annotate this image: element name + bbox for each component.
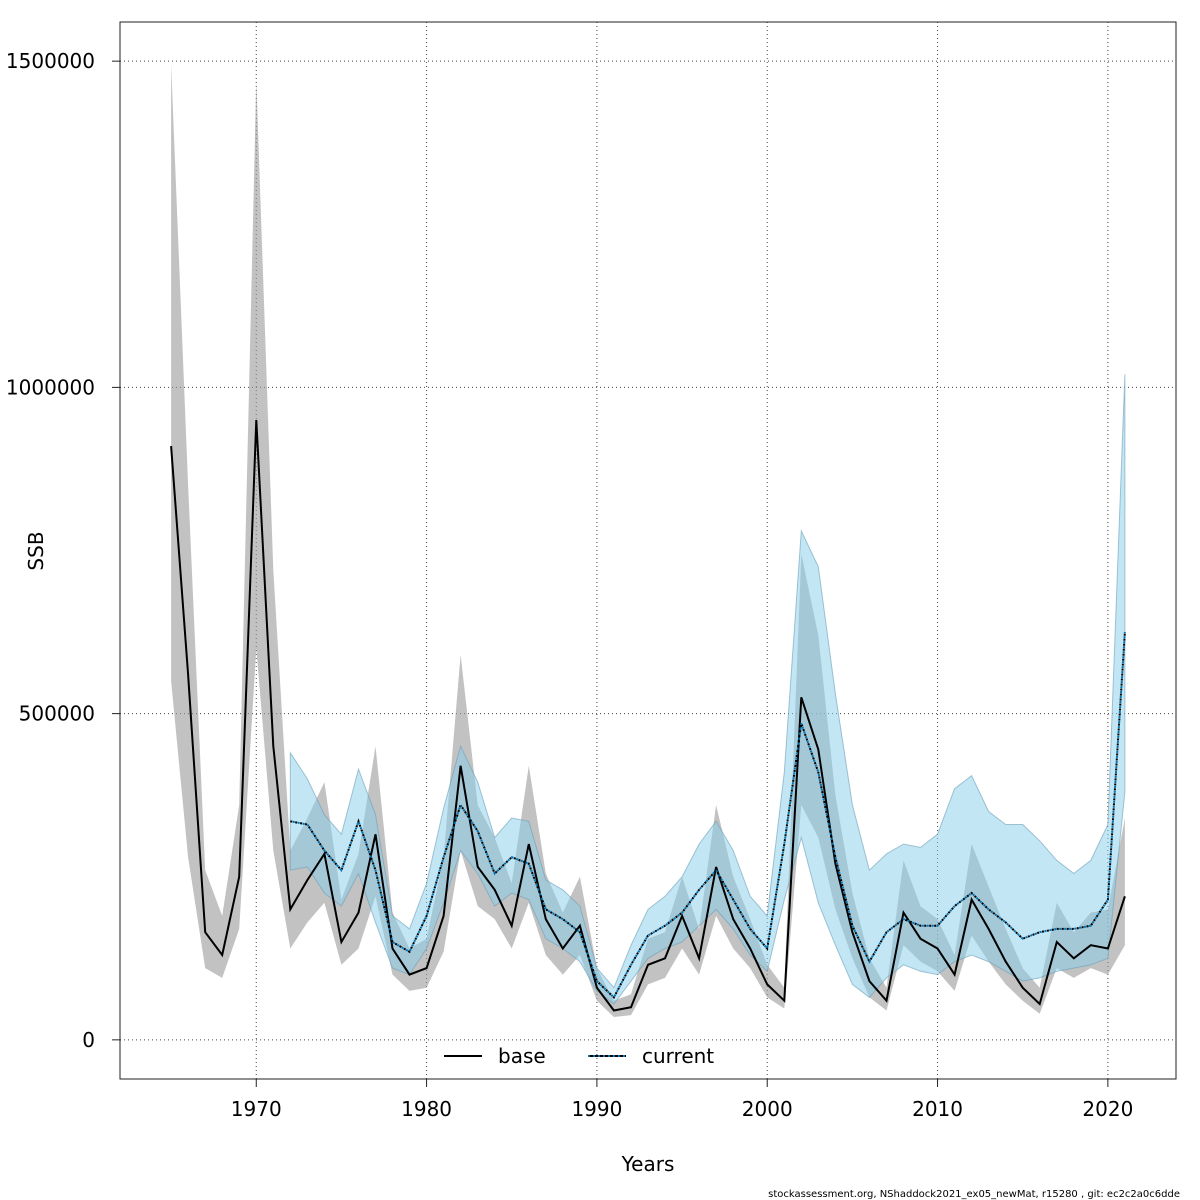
- y-axis-label: SSB: [24, 531, 48, 570]
- legend-base-label: base: [498, 1044, 546, 1068]
- current-confidence-band: [289, 374, 1126, 1005]
- x-tick-label: 2020: [1082, 1097, 1133, 1121]
- x-tick-label: 1990: [571, 1097, 622, 1121]
- x-axis: 1970 1980 1990 2000 2010 2020: [231, 1079, 1133, 1121]
- y-tick-label: 1500000: [6, 49, 95, 73]
- x-tick-label: 2010: [912, 1097, 963, 1121]
- grid-lines: [120, 22, 1176, 1079]
- x-axis-label: Years: [621, 1152, 675, 1176]
- plot-frame: [119, 21, 1177, 1080]
- series-lines: [170, 419, 1126, 1012]
- base-line: [170, 419, 1126, 1012]
- legend-current-label: current: [642, 1044, 714, 1068]
- confidence-bands: [171, 64, 1126, 1017]
- y-tick-label: 500000: [19, 702, 95, 726]
- y-axis: 0 500000 1000000 1500000: [6, 49, 120, 1052]
- y-tick-label: 1000000: [6, 375, 95, 399]
- legend: base current: [444, 1044, 714, 1068]
- y-tick-label: 0: [82, 1028, 95, 1052]
- x-tick-label: 2000: [742, 1097, 793, 1121]
- current-line: [290, 632, 1126, 1000]
- x-tick-label: 1980: [401, 1097, 452, 1121]
- x-tick-label: 1970: [231, 1097, 282, 1121]
- footnote: stockassessment.org, NShaddock2021_ex05_…: [768, 1189, 1180, 1200]
- current-line-dots: [290, 632, 1126, 1000]
